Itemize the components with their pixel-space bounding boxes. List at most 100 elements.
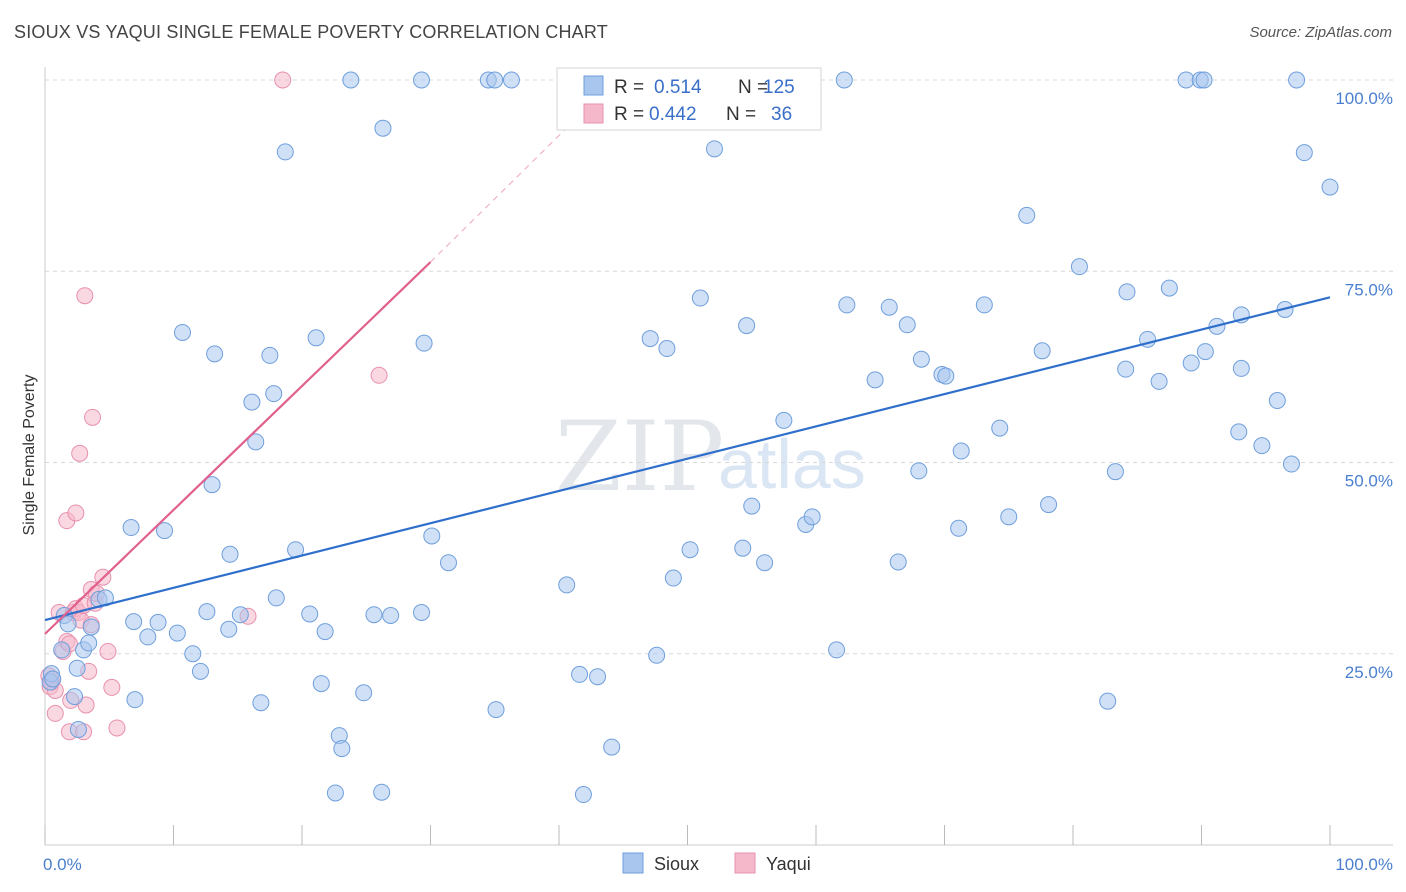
sioux-point xyxy=(1182,354,1200,372)
sioux-point xyxy=(1118,283,1136,301)
sioux-point xyxy=(835,71,853,89)
sioux-point xyxy=(1230,423,1248,441)
sioux-point xyxy=(126,691,144,709)
legend-n-value-sioux: 125 xyxy=(763,77,795,98)
sioux-point xyxy=(333,740,351,758)
bottom-legend: Sioux Yaqui xyxy=(622,852,811,874)
x-tick-label: 100.0% xyxy=(1335,855,1393,874)
sioux-point xyxy=(1196,343,1214,361)
sioux-point xyxy=(991,419,1009,437)
bottom-legend-label-sioux: Sioux xyxy=(654,854,699,874)
sioux-point xyxy=(1295,144,1313,162)
sioux-point xyxy=(156,522,174,540)
sioux-point xyxy=(68,659,86,677)
sioux-point xyxy=(1268,392,1286,410)
sioux-point xyxy=(889,553,907,571)
sioux-point xyxy=(880,298,898,316)
sioux-point xyxy=(82,618,100,636)
legend-box: R = 0.514 N = 125 R = 0.442 N = 36 xyxy=(556,67,822,131)
sioux-point xyxy=(1000,508,1018,526)
sioux-point xyxy=(316,623,334,641)
sioux-point xyxy=(221,545,239,563)
yaqui-point xyxy=(84,408,102,426)
sioux-point xyxy=(486,71,504,89)
sioux-point xyxy=(866,371,884,389)
sioux-point xyxy=(374,119,392,137)
yaqui-point xyxy=(46,704,64,722)
sioux-point xyxy=(838,296,856,314)
sioux-point xyxy=(247,433,265,451)
x-tick-label: 0.0% xyxy=(43,855,82,874)
legend-n-label-yaqui: N = xyxy=(726,104,756,125)
sioux-point xyxy=(589,668,607,686)
sioux-point xyxy=(307,329,325,347)
sioux-point xyxy=(1099,692,1117,710)
sioux-point xyxy=(502,71,520,89)
sioux-point xyxy=(641,330,659,348)
sioux-point xyxy=(413,71,431,89)
y-tick-labels: 100.0% 75.0% 50.0% 25.0% xyxy=(1335,89,1393,682)
sioux-point xyxy=(69,720,87,738)
sioux-point xyxy=(691,289,709,307)
yaqui-point xyxy=(103,678,121,696)
sioux-point xyxy=(738,317,756,335)
watermark-zip: ZIP xyxy=(555,401,724,513)
sioux-point xyxy=(53,641,71,659)
sioux-trend-line xyxy=(44,296,1331,622)
legend-r-value-sioux: 0.514 xyxy=(654,77,702,98)
sioux-point xyxy=(276,143,294,161)
sioux-point xyxy=(59,615,77,633)
sioux-point xyxy=(139,628,157,646)
sioux-point xyxy=(301,605,319,623)
sioux-point xyxy=(1195,71,1213,89)
sioux-point xyxy=(125,613,143,631)
sioux-point xyxy=(658,340,676,358)
axes xyxy=(44,67,1393,846)
legend-r-value-yaqui: 0.442 xyxy=(649,104,697,125)
sioux-point xyxy=(705,140,723,158)
yaqui-point xyxy=(67,504,85,522)
sioux-point xyxy=(910,462,928,480)
sioux-series xyxy=(41,71,1339,804)
sioux-point xyxy=(373,783,391,801)
sioux-point xyxy=(191,662,209,680)
sioux-point xyxy=(1253,437,1271,455)
sioux-point xyxy=(664,569,682,587)
legend-swatch-yaqui xyxy=(583,103,604,124)
legend-n-label-sioux: N = xyxy=(738,77,768,98)
sioux-point xyxy=(326,784,344,802)
sioux-point xyxy=(122,519,140,537)
sioux-point xyxy=(743,497,761,515)
y-tick-label: 75.0% xyxy=(1345,280,1393,299)
sioux-point xyxy=(1117,360,1135,378)
sioux-point xyxy=(265,385,283,403)
sioux-point xyxy=(648,646,666,664)
sioux-point xyxy=(775,411,793,429)
sioux-point xyxy=(912,350,930,368)
sioux-point xyxy=(243,393,261,411)
sioux-point xyxy=(231,606,249,624)
yaqui-trend-line xyxy=(44,261,432,635)
sioux-point xyxy=(574,786,592,804)
yaqui-point xyxy=(71,444,89,462)
y-axis-label: Single Female Poverty xyxy=(21,375,38,536)
sioux-point xyxy=(1232,359,1250,377)
sioux-point xyxy=(423,527,441,545)
sioux-point xyxy=(342,71,360,89)
sioux-point xyxy=(149,613,167,631)
sioux-point xyxy=(1150,372,1168,390)
sioux-point xyxy=(734,539,752,557)
yaqui-point xyxy=(108,719,126,737)
sioux-point xyxy=(1177,71,1195,89)
sioux-point xyxy=(558,576,576,594)
yaqui-point xyxy=(76,287,94,305)
y-tick-label: 50.0% xyxy=(1345,472,1393,491)
yaqui-point xyxy=(77,696,95,714)
sioux-point xyxy=(828,641,846,659)
y-tick-label: 100.0% xyxy=(1335,89,1393,108)
sioux-point xyxy=(1288,71,1306,89)
sioux-point xyxy=(252,694,270,712)
sioux-point xyxy=(66,688,84,706)
sioux-point xyxy=(415,334,433,352)
